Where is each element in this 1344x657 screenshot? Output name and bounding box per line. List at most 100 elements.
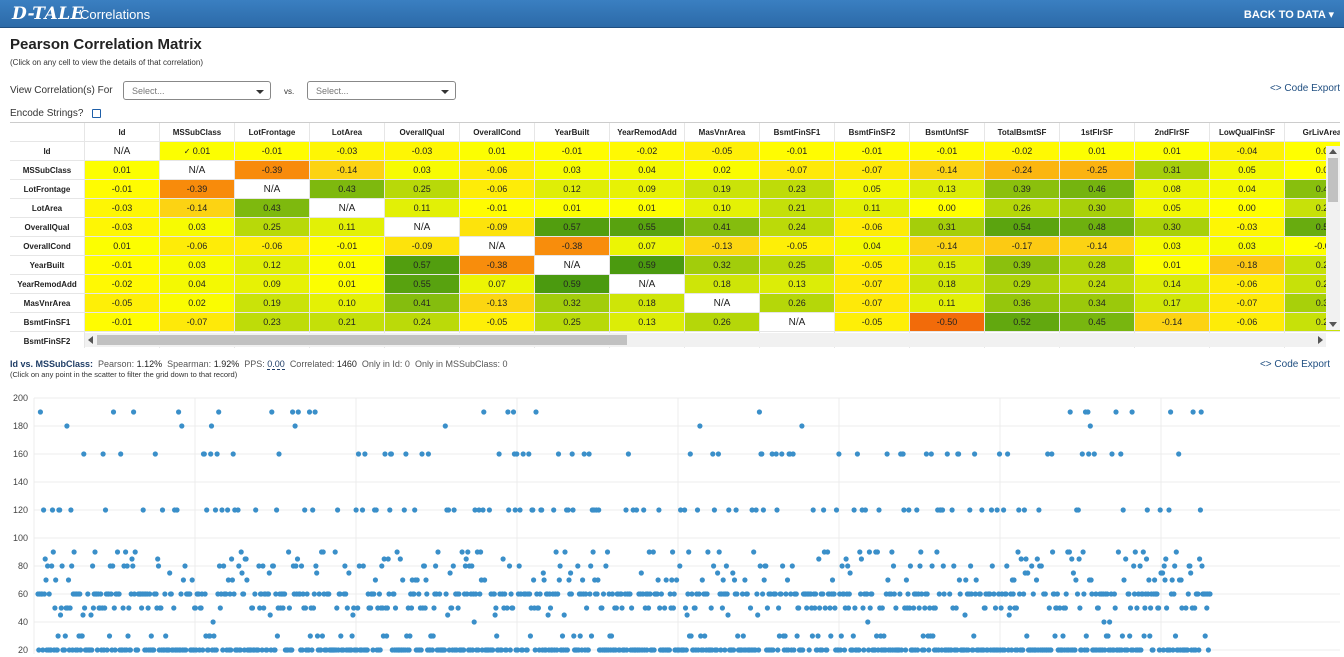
scatter-point[interactable] bbox=[874, 549, 881, 555]
scatter-point[interactable] bbox=[583, 591, 589, 597]
scatter-point[interactable] bbox=[176, 409, 182, 415]
scatter-point[interactable] bbox=[300, 591, 306, 597]
scatter-point[interactable] bbox=[551, 507, 557, 513]
correlation-cell[interactable]: 0.13 bbox=[760, 275, 835, 294]
scatter-point[interactable] bbox=[760, 507, 767, 513]
scatter-point[interactable] bbox=[49, 563, 55, 569]
scatter-point[interactable] bbox=[850, 633, 856, 639]
correlation-cell[interactable]: 0.24 bbox=[1060, 275, 1135, 294]
scatter-point[interactable] bbox=[231, 591, 237, 597]
scatter-point[interactable] bbox=[780, 563, 786, 569]
scatter-point[interactable] bbox=[604, 549, 611, 555]
scatter-point[interactable] bbox=[1207, 591, 1213, 597]
scatter-point[interactable] bbox=[860, 605, 866, 611]
scatter-point[interactable] bbox=[666, 647, 673, 653]
scatter-point[interactable] bbox=[407, 633, 413, 639]
scatter-point[interactable] bbox=[1021, 507, 1027, 513]
scatter-point[interactable] bbox=[656, 507, 662, 513]
dtale-logo[interactable]: D-TALE bbox=[12, 4, 85, 24]
correlation-cell[interactable]: 0.45 bbox=[1060, 313, 1135, 332]
scatter-point[interactable] bbox=[377, 647, 383, 653]
scatter-point[interactable] bbox=[335, 507, 341, 513]
scatter-point[interactable] bbox=[1156, 647, 1162, 653]
scatter-point[interactable] bbox=[332, 549, 338, 555]
scatter-point[interactable] bbox=[739, 591, 746, 597]
correlation-cell[interactable]: -0.07 bbox=[835, 161, 910, 180]
correlation-cell[interactable]: 0.02 bbox=[160, 294, 235, 313]
scatter-point[interactable] bbox=[1009, 647, 1015, 653]
scatter-point[interactable] bbox=[879, 605, 885, 611]
scatter-point[interactable] bbox=[992, 605, 999, 611]
scatter-point[interactable] bbox=[445, 612, 451, 618]
scatter-point[interactable] bbox=[876, 507, 882, 513]
scatter-point[interactable] bbox=[162, 591, 168, 597]
scatter-point[interactable] bbox=[220, 647, 226, 653]
scatter-point[interactable] bbox=[132, 549, 138, 555]
scatter-point[interactable] bbox=[118, 451, 124, 457]
scatter-point[interactable] bbox=[129, 556, 135, 562]
scatter-point[interactable] bbox=[710, 451, 716, 457]
scatter-point[interactable] bbox=[921, 647, 927, 653]
correlation-cell[interactable]: 0.25 bbox=[235, 218, 310, 237]
scatter-point[interactable] bbox=[1081, 591, 1087, 597]
scatter-point[interactable] bbox=[443, 591, 449, 597]
scatter-point[interactable] bbox=[81, 451, 87, 457]
scatter-point[interactable] bbox=[530, 507, 536, 513]
scatter-point[interactable] bbox=[1184, 647, 1191, 653]
scatter-point[interactable] bbox=[1188, 570, 1194, 576]
scatter-point[interactable] bbox=[783, 591, 789, 597]
scatter-point[interactable] bbox=[968, 591, 975, 597]
scatter-point[interactable] bbox=[140, 507, 146, 513]
scatter-point[interactable] bbox=[836, 451, 842, 457]
scatter-point[interactable] bbox=[355, 451, 362, 457]
scatter-point[interactable] bbox=[956, 577, 963, 583]
scatter-point[interactable] bbox=[1054, 591, 1060, 597]
scatter-point[interactable] bbox=[386, 591, 392, 597]
scatter-point[interactable] bbox=[359, 507, 366, 513]
scatter-point[interactable] bbox=[800, 647, 806, 653]
scatter-point[interactable] bbox=[556, 577, 562, 583]
correlation-cell[interactable]: 0.39 bbox=[985, 256, 1060, 275]
scatter-point[interactable] bbox=[36, 647, 42, 653]
scatter-point[interactable] bbox=[581, 451, 587, 457]
scatter-point[interactable] bbox=[757, 563, 763, 569]
scatter-point[interactable] bbox=[1179, 605, 1185, 611]
scatter-point[interactable] bbox=[314, 633, 321, 639]
scatter-point[interactable] bbox=[314, 570, 320, 576]
scatter-point[interactable] bbox=[1131, 591, 1138, 597]
scatter-point[interactable] bbox=[67, 605, 73, 611]
scatter-point[interactable] bbox=[1017, 591, 1023, 597]
scatter-point[interactable] bbox=[241, 591, 247, 597]
scatter-point[interactable] bbox=[1063, 591, 1069, 597]
scatter-point[interactable] bbox=[861, 647, 867, 653]
scatter-point[interactable] bbox=[45, 563, 51, 569]
scatter-point[interactable] bbox=[123, 549, 129, 555]
scatter-point[interactable] bbox=[1021, 591, 1027, 597]
scatter-point[interactable] bbox=[804, 605, 810, 611]
correlation-cell[interactable]: 0.28 bbox=[1060, 256, 1135, 275]
correlation-cell[interactable]: -0.05 bbox=[835, 256, 910, 275]
scatter-point[interactable] bbox=[351, 605, 357, 611]
scatter-point[interactable] bbox=[256, 563, 262, 569]
scatter-point[interactable] bbox=[447, 570, 453, 576]
scatter-point[interactable] bbox=[590, 549, 596, 555]
scatter-point[interactable] bbox=[310, 507, 316, 513]
scatter-point[interactable] bbox=[437, 591, 443, 597]
scatter-point[interactable] bbox=[102, 507, 109, 513]
scatter-point[interactable] bbox=[1160, 647, 1166, 653]
scatter-point[interactable] bbox=[213, 647, 219, 653]
scatter-point[interactable] bbox=[124, 563, 130, 569]
scatter-point[interactable] bbox=[988, 507, 995, 513]
scatter-point[interactable] bbox=[782, 633, 788, 639]
scatter-point[interactable] bbox=[370, 647, 376, 653]
scatter-point[interactable] bbox=[1024, 633, 1030, 639]
correlation-cell[interactable]: 0.13 bbox=[610, 313, 685, 332]
scatter-point[interactable] bbox=[816, 556, 822, 562]
scatter-point[interactable] bbox=[973, 577, 979, 583]
scatter-point[interactable] bbox=[416, 591, 422, 597]
scatter-point[interactable] bbox=[1109, 451, 1115, 457]
scatter-point[interactable] bbox=[905, 591, 911, 597]
scatter-point[interactable] bbox=[1150, 647, 1156, 653]
scatter-point[interactable] bbox=[302, 507, 308, 513]
correlation-cell[interactable]: 0.01 bbox=[610, 199, 685, 218]
